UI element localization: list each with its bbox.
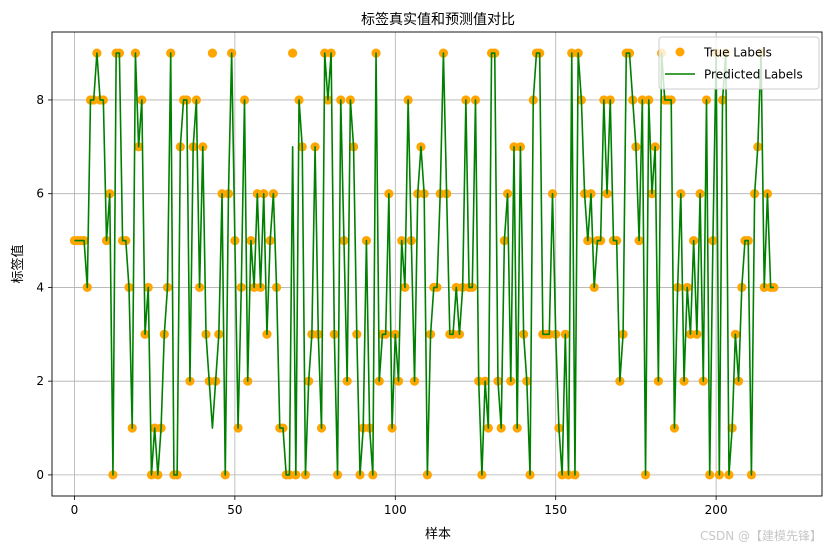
chart-title: 标签真实值和预测值对比: [361, 11, 515, 28]
x-tick-label: 200: [705, 503, 728, 517]
legend-label-true: True Labels: [703, 46, 772, 60]
x-tick-label: 0: [71, 503, 79, 517]
y-tick-label: 2: [36, 374, 44, 388]
y-tick-label: 8: [36, 93, 44, 107]
predicted-labels-line: [74, 52, 774, 476]
y-axis-label: 标签值: [10, 244, 26, 283]
y-tick-label: 6: [36, 187, 44, 201]
watermark: CSDN @【建模先锋】: [700, 529, 822, 543]
legend-marker-true: [675, 47, 685, 57]
x-axis-label: 样本: [425, 527, 451, 542]
y-tick-label: 0: [36, 468, 44, 482]
x-tick-label: 50: [227, 503, 242, 517]
x-axis-ticks: 0 50 100 150 200: [71, 496, 728, 517]
y-tick-label: 4: [36, 280, 44, 294]
legend-label-predicted: Predicted Labels: [704, 68, 803, 82]
legend-box: [658, 36, 820, 90]
x-tick-label: 150: [544, 503, 567, 517]
true-label-point: [207, 48, 218, 58]
x-tick-label: 100: [384, 503, 407, 517]
y-axis-ticks: 0 2 4 6 8: [36, 93, 52, 482]
legend: True Labels Predicted Labels: [658, 36, 820, 90]
axes-frame: [51, 31, 823, 497]
plot-area: [69, 48, 779, 480]
true-label-point: [288, 48, 298, 58]
